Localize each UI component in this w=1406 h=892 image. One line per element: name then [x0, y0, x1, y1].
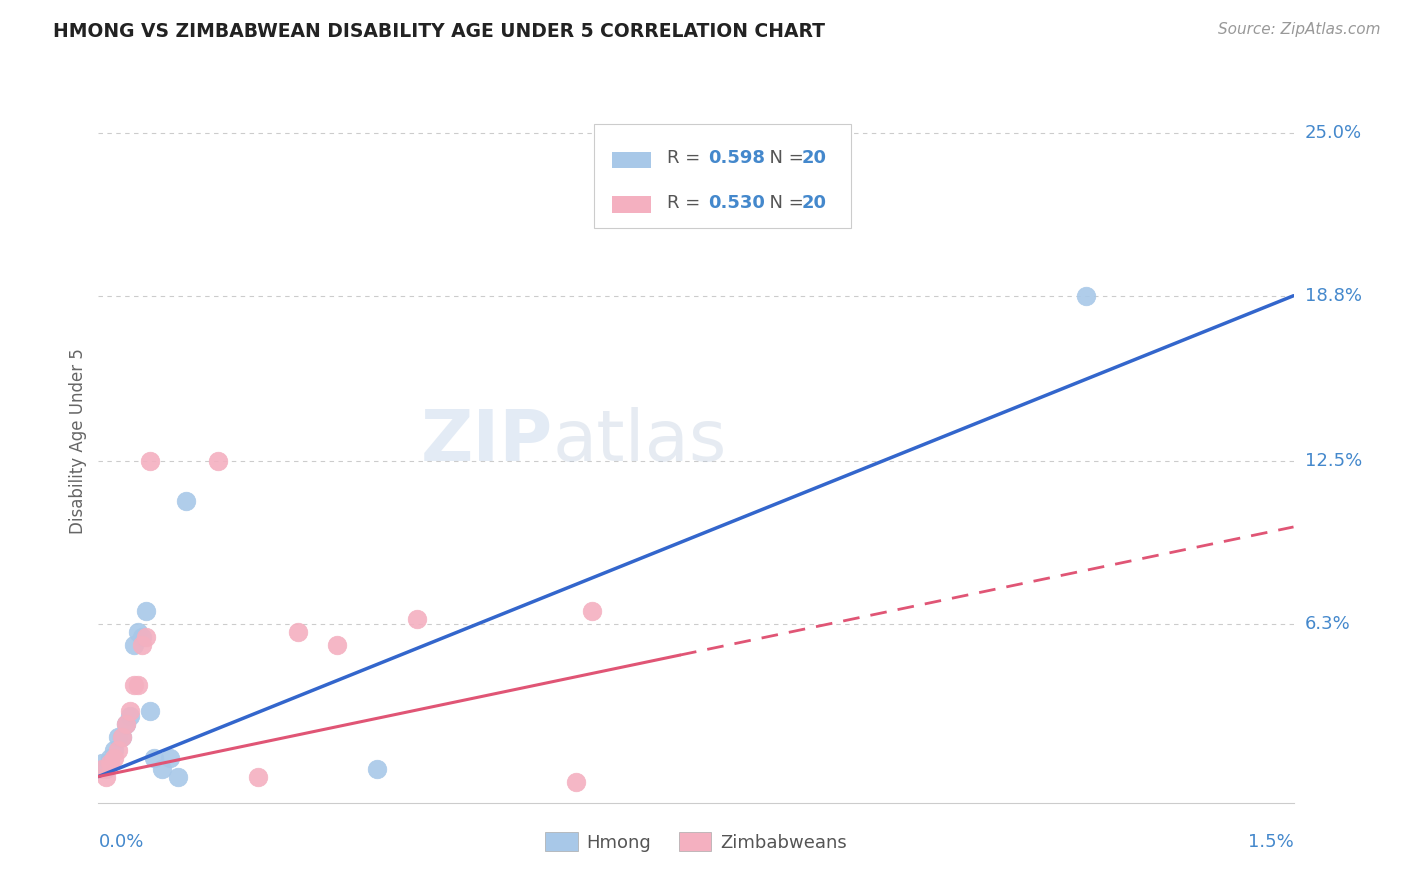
- Text: 0.598: 0.598: [709, 150, 765, 168]
- Point: [159, 751, 181, 765]
- FancyBboxPatch shape: [613, 152, 651, 168]
- Text: 0.530: 0.530: [709, 194, 765, 212]
- Point: [366, 762, 388, 776]
- Point: [207, 454, 229, 468]
- Point: [98, 756, 122, 771]
- Point: [103, 743, 125, 757]
- Point: [135, 630, 157, 644]
- Point: [124, 677, 146, 691]
- Point: [150, 762, 173, 776]
- Y-axis label: Disability Age Under 5: Disability Age Under 5: [69, 349, 87, 534]
- Text: ZIP: ZIP: [420, 407, 553, 476]
- Point: [246, 770, 269, 784]
- Point: [581, 604, 603, 618]
- Text: 18.8%: 18.8%: [1305, 286, 1361, 305]
- FancyBboxPatch shape: [613, 196, 651, 212]
- Point: [91, 762, 114, 776]
- Text: 20: 20: [801, 150, 827, 168]
- Text: 6.3%: 6.3%: [1305, 615, 1350, 633]
- Point: [115, 717, 138, 731]
- Point: [1076, 289, 1098, 303]
- Text: N =: N =: [758, 194, 810, 212]
- Text: 12.5%: 12.5%: [1305, 452, 1362, 470]
- Point: [127, 677, 149, 691]
- Point: [174, 493, 197, 508]
- Point: [98, 751, 122, 765]
- Point: [115, 717, 138, 731]
- Point: [127, 625, 149, 640]
- Point: [167, 770, 190, 784]
- Text: R =: R =: [668, 194, 706, 212]
- Point: [143, 751, 166, 765]
- Text: 20: 20: [801, 194, 827, 212]
- Point: [96, 762, 118, 776]
- Point: [107, 730, 129, 744]
- Point: [96, 770, 118, 784]
- Text: 0.0%: 0.0%: [98, 833, 143, 851]
- Point: [107, 743, 129, 757]
- Point: [326, 638, 349, 652]
- Point: [287, 625, 309, 640]
- Point: [103, 751, 125, 765]
- Point: [124, 638, 146, 652]
- Point: [131, 638, 153, 652]
- Point: [111, 730, 134, 744]
- Point: [565, 774, 588, 789]
- Point: [120, 709, 142, 723]
- Text: atlas: atlas: [553, 407, 727, 476]
- Point: [139, 704, 162, 718]
- Text: Source: ZipAtlas.com: Source: ZipAtlas.com: [1218, 22, 1381, 37]
- Point: [120, 704, 142, 718]
- Text: 1.5%: 1.5%: [1247, 833, 1294, 851]
- Point: [135, 604, 157, 618]
- Point: [406, 612, 429, 626]
- FancyBboxPatch shape: [595, 124, 852, 228]
- Text: N =: N =: [758, 150, 810, 168]
- Text: 25.0%: 25.0%: [1305, 124, 1362, 142]
- Legend: Hmong, Zimbabweans: Hmong, Zimbabweans: [538, 825, 853, 859]
- Text: HMONG VS ZIMBABWEAN DISABILITY AGE UNDER 5 CORRELATION CHART: HMONG VS ZIMBABWEAN DISABILITY AGE UNDER…: [53, 22, 825, 41]
- Point: [131, 630, 153, 644]
- Point: [139, 454, 162, 468]
- Point: [91, 756, 114, 771]
- Text: R =: R =: [668, 150, 706, 168]
- Point: [111, 730, 134, 744]
